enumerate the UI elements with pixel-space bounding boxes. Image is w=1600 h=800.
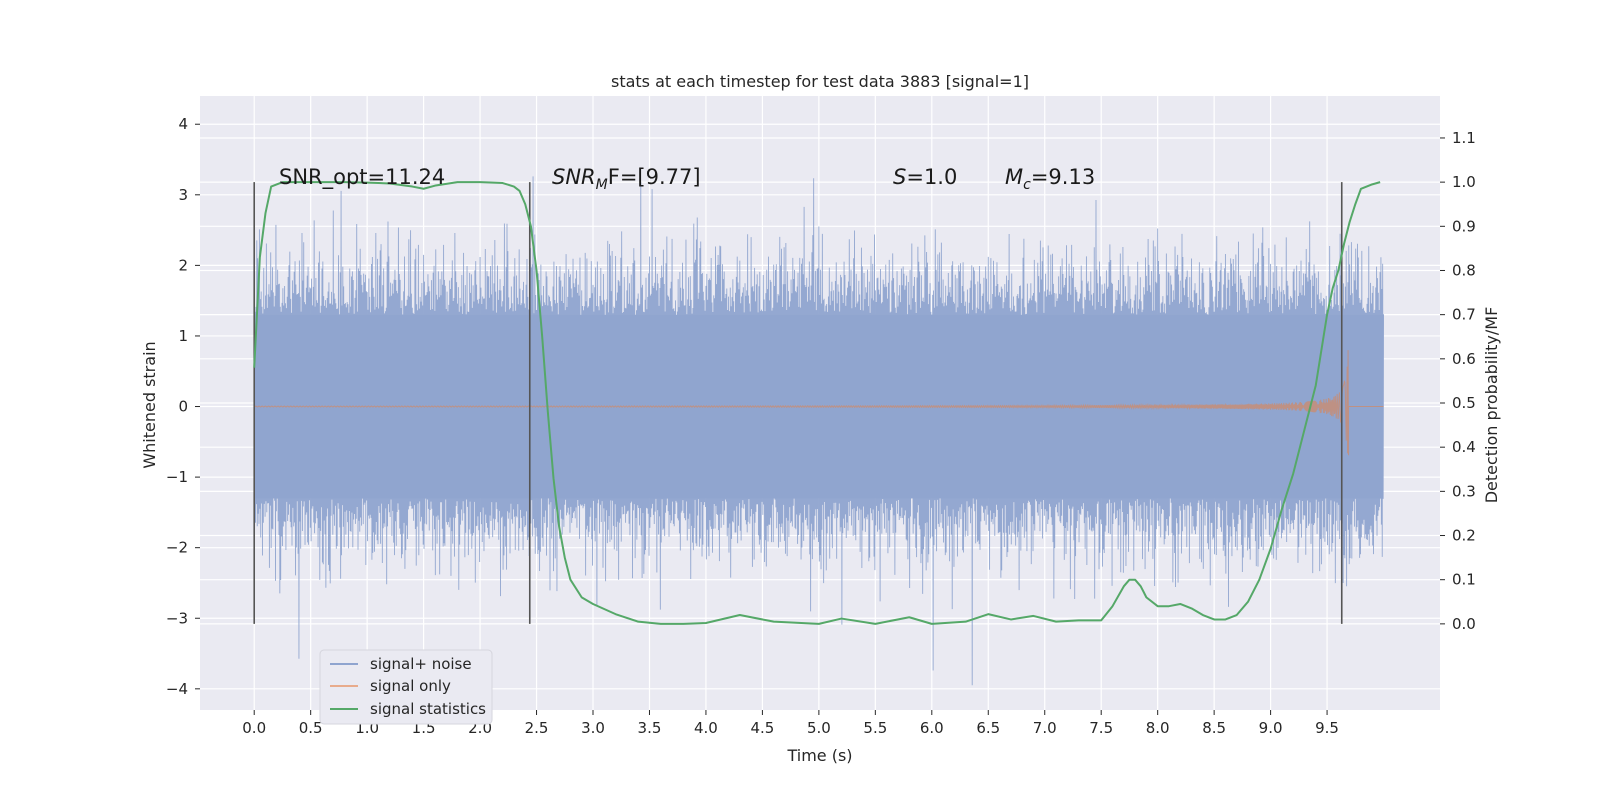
yr-tick-label-4: 0.4: [1452, 438, 1476, 456]
yl-tick-label-3: −1: [166, 468, 188, 486]
yr-tick-label-9: 0.9: [1452, 217, 1476, 235]
x-tick-label-13: 6.5: [976, 719, 1000, 737]
x-tick-label-6: 3.0: [581, 719, 605, 737]
yl-tick-label-1: −3: [166, 609, 188, 627]
yr-tick-label-10: 1.0: [1452, 173, 1476, 191]
x-tick-label-9: 4.5: [750, 719, 774, 737]
x-tick-label-15: 7.5: [1089, 719, 1113, 737]
y-right-axis-ticks: 0.0 0.1 0.2 0.3 0.4 0.5 0.6 0.7 0.8 0.9 1.0 1.1: [1440, 129, 1476, 633]
signal-only-series: [254, 350, 1384, 456]
x-tick-label-1: 0.5: [299, 719, 323, 737]
legend-label-signal-statistics: signal statistics: [370, 700, 486, 718]
yl-tick-label-4: 0: [178, 398, 188, 416]
signal-only-trace: [254, 350, 1384, 456]
y-left-axis-ticks: −4 −3 −2 −1 0 1 2 3 4: [166, 115, 200, 698]
yl-tick-label-2: −2: [166, 539, 188, 557]
yl-tick-label-5: 1: [178, 327, 188, 345]
annotation-mc-rest: =9.13: [1031, 165, 1095, 189]
signal-statistics-series: [253, 181, 1381, 625]
annotation-snr-mf-rest: F=[9.77]: [608, 165, 701, 189]
yr-tick-label-3: 0.3: [1452, 482, 1476, 500]
annotation-s-main: S: [893, 165, 906, 189]
legend-label-signal-noise: signal+ noise: [370, 655, 472, 673]
signal-statistics-line: [253, 181, 1381, 625]
yr-tick-label-0: 0.0: [1452, 615, 1476, 633]
annotation-snr-opt: SNR_opt=11.24: [279, 165, 445, 190]
yr-tick-label-1: 0.1: [1452, 571, 1476, 589]
annotation-snr-mf-main: SNR: [552, 165, 596, 189]
annotation-mc-value: Mc=9.13: [1005, 165, 1095, 193]
x-tick-label-12: 6.0: [920, 719, 944, 737]
annotation-snr-mf-sub: M: [596, 177, 608, 193]
annotation-mc-sub: c: [1023, 177, 1031, 193]
x-axis-label: Time (s): [786, 746, 852, 765]
y-left-axis-label: Whitened strain: [140, 341, 159, 468]
x-tick-label-17: 8.5: [1202, 719, 1226, 737]
yr-tick-label-8: 0.8: [1452, 261, 1476, 279]
yl-tick-label-7: 3: [178, 186, 188, 204]
x-tick-label-0: 0.0: [242, 719, 266, 737]
x-tick-label-5: 2.5: [525, 719, 549, 737]
legend-label-signal-only: signal only: [370, 677, 451, 695]
yr-tick-label-5: 0.5: [1452, 394, 1476, 412]
x-tick-label-11: 5.5: [863, 719, 887, 737]
annotation-snr-mf: SNRMF=[9.77]: [552, 165, 701, 193]
y-right-axis-label: Detection probability/MF: [1482, 307, 1501, 504]
annotation-s-rest: =1.0: [906, 165, 957, 189]
yr-tick-label-11: 1.1: [1452, 129, 1476, 147]
x-tick-label-16: 8.0: [1146, 719, 1170, 737]
x-tick-label-8: 4.0: [694, 719, 718, 737]
legend: signal+ noise signal only signal statist…: [319, 649, 493, 725]
yl-tick-label-0: −4: [166, 680, 188, 698]
chart-title: stats at each timestep for test data 388…: [611, 72, 1029, 91]
yl-tick-label-6: 2: [178, 256, 188, 274]
yr-tick-label-7: 0.7: [1452, 306, 1476, 324]
x-tick-label-7: 3.5: [638, 719, 662, 737]
yr-tick-label-2: 0.2: [1452, 527, 1476, 545]
yr-tick-label-6: 0.6: [1452, 350, 1476, 368]
annotation-s-value: S=1.0: [893, 165, 957, 189]
x-tick-label-19: 9.5: [1315, 719, 1339, 737]
legend-box: [319, 649, 493, 725]
annotation-mc-main: M: [1005, 165, 1023, 189]
yl-tick-label-8: 4: [178, 115, 188, 133]
x-tick-label-10: 5.0: [807, 719, 831, 737]
x-tick-label-14: 7.0: [1033, 719, 1057, 737]
x-tick-label-18: 9.0: [1259, 719, 1283, 737]
